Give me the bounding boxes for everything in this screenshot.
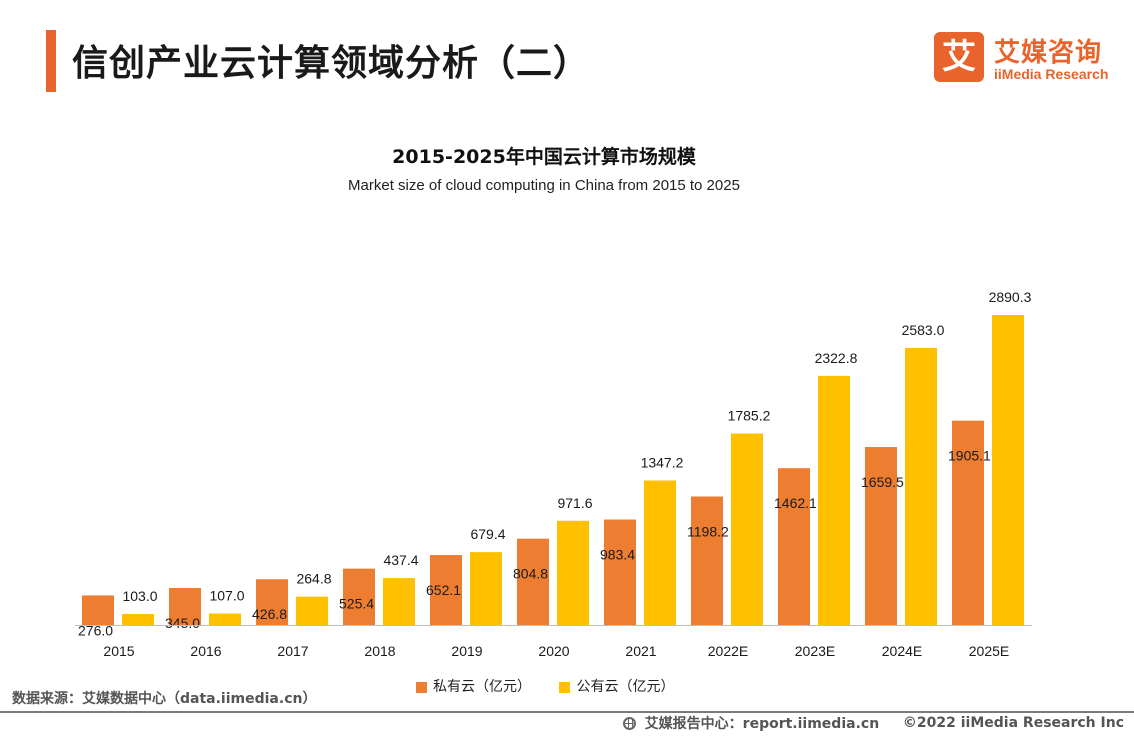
legend-label-public-cloud: 公有云（亿元） bbox=[576, 679, 675, 695]
logo-english-name: iiMedia Research bbox=[994, 66, 1109, 82]
public-cloud-bar-2024E bbox=[905, 347, 937, 625]
footer: 艾媒报告中心：report.iimedia.cn ©2022 iiMedia R… bbox=[622, 713, 1124, 733]
x-tick-label-2019: 2019 bbox=[451, 643, 482, 659]
public-cloud-label-2021: 1347.2 bbox=[641, 455, 684, 471]
globe-icon bbox=[622, 716, 636, 730]
public-cloud-label-2022E: 1785.2 bbox=[728, 408, 771, 424]
public-cloud-label-2023E: 2322.8 bbox=[815, 350, 858, 366]
public-cloud-bar-2025E bbox=[992, 315, 1024, 625]
private-cloud-bar-2018 bbox=[343, 568, 375, 625]
legend-item-private-cloud: 私有云（亿元） bbox=[416, 676, 531, 696]
private-cloud-bar-2022E bbox=[691, 496, 723, 625]
private-cloud-bar-2019 bbox=[430, 555, 462, 625]
chart-subtitle: Market size of cloud computing in China … bbox=[348, 177, 740, 194]
private-cloud-bar-2017 bbox=[256, 579, 288, 625]
footer-divider bbox=[0, 711, 1134, 713]
private-cloud-label-2024E: 1659.5 bbox=[861, 474, 904, 490]
x-tick-label-2023E: 2023E bbox=[795, 643, 835, 659]
public-cloud-label-2015: 103.0 bbox=[122, 588, 157, 604]
public-cloud-bar-2015 bbox=[122, 613, 154, 625]
legend-swatch-private-cloud bbox=[416, 681, 427, 693]
x-tick-label-2016: 2016 bbox=[190, 643, 221, 659]
public-cloud-label-2025E: 2890.3 bbox=[989, 289, 1032, 305]
logo-mark-icon: 艾 bbox=[934, 32, 984, 82]
title-accent-bar bbox=[46, 30, 56, 92]
x-tick-label-2018: 2018 bbox=[364, 643, 395, 659]
public-cloud-label-2019: 679.4 bbox=[470, 526, 505, 542]
private-cloud-bar-2025E bbox=[952, 420, 984, 625]
public-cloud-bar-2021 bbox=[644, 480, 676, 625]
public-cloud-label-2016: 107.0 bbox=[209, 588, 244, 604]
chart-legend: 私有云（亿元） 公有云（亿元） bbox=[416, 676, 698, 696]
data-source-note: 数据来源：艾媒数据中心（data.iimedia.cn） bbox=[12, 691, 317, 707]
private-cloud-label-2018: 525.4 bbox=[339, 596, 374, 612]
public-cloud-bar-2023E bbox=[818, 375, 850, 625]
private-cloud-label-2023E: 1462.1 bbox=[774, 495, 817, 511]
legend-swatch-public-cloud bbox=[559, 681, 571, 693]
public-cloud-bar-2019 bbox=[470, 552, 502, 625]
x-tick-label-2021: 2021 bbox=[625, 643, 656, 659]
private-cloud-bar-2021 bbox=[604, 519, 636, 625]
private-cloud-label-2020: 804.8 bbox=[513, 566, 548, 582]
legend-label-private-cloud: 私有云（亿元） bbox=[433, 679, 531, 695]
private-cloud-label-2016: 345.0 bbox=[165, 615, 200, 631]
private-cloud-label-2019: 652.1 bbox=[426, 582, 461, 598]
chart-title: 2015-2025年中国云计算市场规模 bbox=[392, 146, 696, 168]
private-cloud-bar-2023E bbox=[778, 468, 810, 625]
private-cloud-bar-2024E bbox=[865, 447, 897, 625]
private-cloud-bar-2016 bbox=[169, 587, 201, 625]
x-tick-label-2024E: 2024E bbox=[882, 643, 922, 659]
private-cloud-label-2017: 426.8 bbox=[252, 606, 287, 622]
public-cloud-label-2024E: 2583.0 bbox=[902, 322, 945, 338]
public-cloud-bar-2016 bbox=[209, 613, 241, 625]
page-title: 信创产业云计算领域分析（二） bbox=[72, 43, 591, 84]
x-tick-label-2015: 2015 bbox=[103, 643, 134, 659]
private-cloud-label-2022E: 1198.2 bbox=[687, 523, 729, 539]
public-cloud-label-2017: 264.8 bbox=[296, 571, 331, 587]
private-cloud-label-2025E: 1905.1 bbox=[948, 448, 991, 464]
public-cloud-label-2020: 971.6 bbox=[557, 495, 592, 511]
x-tick-label-2022E: 2022E bbox=[708, 643, 748, 659]
private-cloud-bar-2020 bbox=[517, 538, 549, 625]
x-tick-label-2020: 2020 bbox=[538, 643, 569, 659]
private-cloud-label-2021: 983.4 bbox=[600, 547, 635, 563]
private-cloud-bar-2015 bbox=[82, 595, 114, 625]
footer-copyright: ©2022 iiMedia Research Inc bbox=[902, 715, 1124, 731]
public-cloud-bar-2017 bbox=[296, 596, 328, 625]
public-cloud-bar-2018 bbox=[383, 578, 415, 625]
x-tick-label-2017: 2017 bbox=[277, 643, 308, 659]
legend-item-public-cloud: 公有云（亿元） bbox=[559, 676, 674, 696]
logo-name: 艾媒咨询 bbox=[994, 38, 1103, 68]
public-cloud-bar-2022E bbox=[731, 433, 763, 625]
public-cloud-label-2018: 437.4 bbox=[383, 552, 418, 568]
footer-report-center: 艾媒报告中心：report.iimedia.cn bbox=[644, 716, 880, 732]
public-cloud-bar-2020 bbox=[557, 520, 589, 625]
private-cloud-label-2015: 276.0 bbox=[78, 622, 113, 638]
x-tick-label-2025E: 2025E bbox=[969, 643, 1009, 659]
iimedia-logo: 艾 艾媒咨询 iiMedia Research bbox=[934, 32, 1124, 86]
